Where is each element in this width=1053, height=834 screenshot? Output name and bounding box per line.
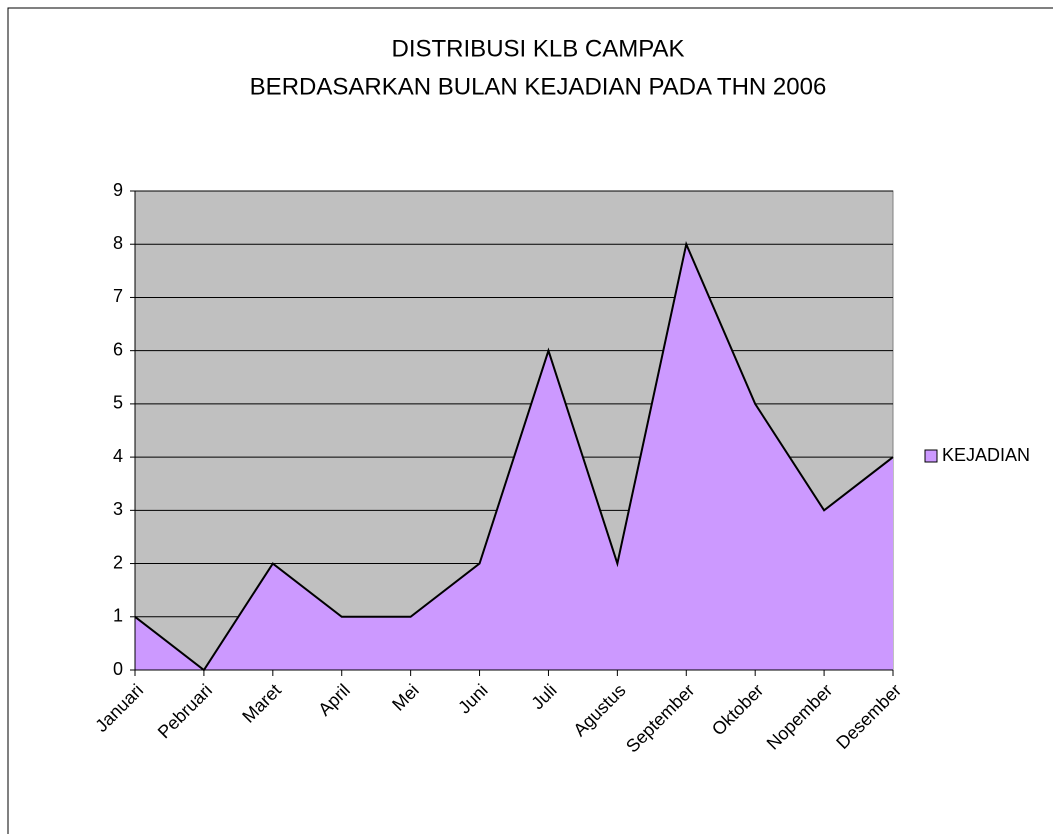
area-line (134, 240, 894, 672)
y-tick-label: 0 (113, 659, 123, 679)
y-tick-label: 1 (113, 606, 123, 626)
y-tick-label: 9 (113, 180, 123, 200)
chart-title: BERDASARKAN BULAN KEJADIAN PADA THN 2006 (250, 73, 827, 100)
y-tick-label: 6 (113, 339, 123, 359)
y-tick-label: 4 (113, 446, 123, 466)
chart-title: DISTRIBUSI KLB CAMPAK (392, 35, 685, 62)
legend-label: KEJADIAN (942, 445, 1030, 465)
y-tick-label: 8 (113, 233, 123, 253)
legend-swatch (924, 449, 938, 463)
y-tick-label: 2 (113, 552, 123, 572)
y-tick-label: 5 (113, 393, 123, 413)
y-tick-label: 3 (113, 499, 123, 519)
y-tick-label: 7 (113, 286, 123, 306)
